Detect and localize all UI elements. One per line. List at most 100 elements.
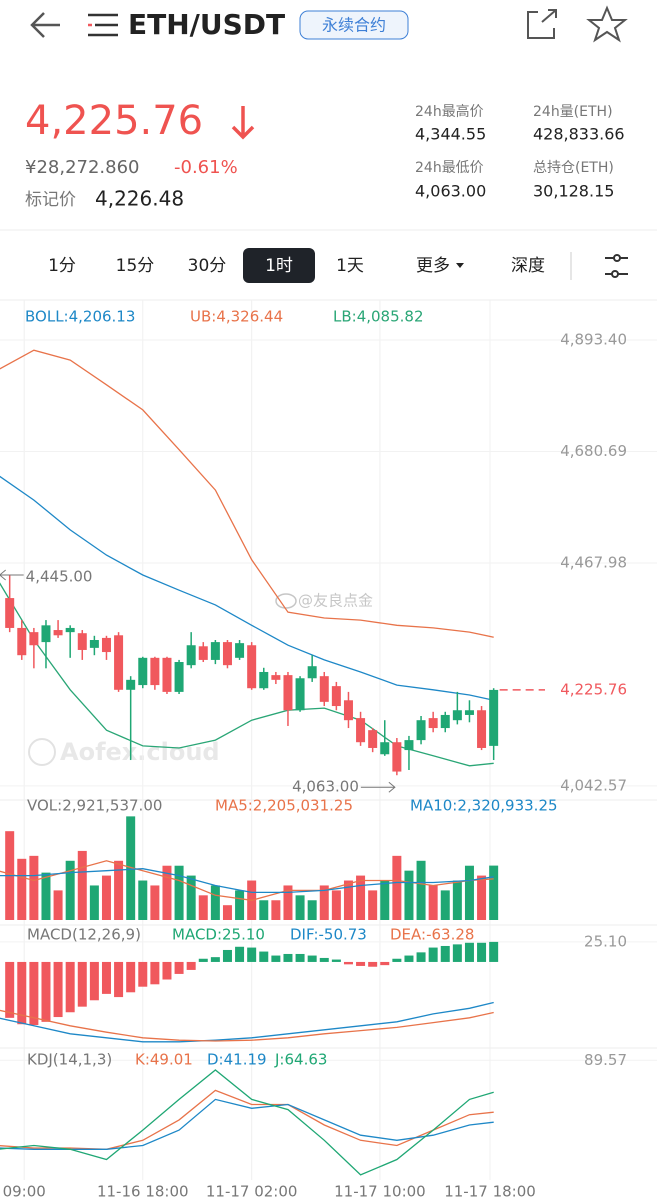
bar: [331, 890, 341, 920]
bar: [368, 961, 378, 967]
tab[interactable]: 15分: [116, 256, 155, 276]
bar: [162, 865, 172, 920]
bar: [210, 957, 220, 962]
back-button[interactable]: [30, 12, 60, 38]
watermark-text: @友良点金: [298, 592, 373, 610]
tab-active-bg: [243, 248, 315, 283]
panel-title: MACD(12,26,9): [27, 926, 141, 944]
menu-icon[interactable]: [88, 13, 118, 37]
dropdown-caret: [456, 263, 464, 268]
candle-body: [17, 627, 27, 656]
annotation: 4,445.00: [26, 568, 93, 586]
indicator-label: MA10:2,320,933.25: [410, 797, 558, 815]
candle-body: [126, 679, 136, 690]
settings-icon-knob: [611, 270, 619, 278]
bar: [77, 850, 87, 920]
mark-price: 4,226.48: [95, 187, 184, 211]
bar: [392, 855, 402, 920]
candle-body: [198, 646, 208, 660]
bar: [89, 961, 99, 1001]
candle-body: [222, 642, 232, 666]
candle-body: [235, 643, 245, 658]
settings-icon[interactable]: [605, 257, 628, 275]
tab[interactable]: 30分: [188, 256, 227, 276]
share-icon[interactable]: [527, 9, 557, 39]
indicator-line: [0, 868, 494, 894]
candle-body: [41, 625, 51, 643]
x-tick-label: 09:00: [3, 1183, 46, 1200]
tab[interactable]: 1天: [336, 256, 364, 276]
bar: [150, 961, 160, 985]
bar: [380, 961, 390, 966]
bar: [65, 961, 75, 1013]
bar: [440, 890, 450, 920]
bar: [174, 865, 184, 920]
candle-body: [53, 630, 63, 636]
tab[interactable]: 更多: [416, 256, 450, 276]
candle-body: [114, 635, 124, 690]
star-icon[interactable]: [586, 5, 628, 43]
bar: [356, 961, 366, 966]
bar: [271, 900, 281, 920]
bar: [29, 961, 39, 1026]
indicator-line: [0, 1089, 494, 1150]
mark-label: 标记价: [25, 190, 76, 210]
tab[interactable]: 深度: [511, 256, 545, 276]
candle-body: [307, 666, 317, 679]
bar: [29, 855, 39, 920]
bar: [174, 961, 184, 974]
candle-body: [259, 671, 269, 689]
candle-body: [343, 700, 353, 721]
bar: [295, 953, 305, 962]
indicator-line: [0, 1001, 494, 1043]
stat-label: 24h量(ETH): [533, 104, 613, 120]
panel-title: KDJ(14,1,3): [27, 1051, 112, 1069]
bar: [283, 885, 293, 920]
bar: [343, 961, 353, 965]
bar: [271, 955, 281, 962]
bar: [489, 865, 499, 920]
y-tick-label: 4,467.98: [560, 553, 627, 571]
indicator-label: MA5:2,205,031.25: [215, 797, 353, 815]
watermark: @友良点金 Aofex.cloud: [28, 592, 373, 766]
bar: [101, 875, 111, 920]
candle-body: [150, 657, 160, 686]
chart-area: 09:00 11-16 18:00 11-17 02:00 11-17 10:00 11…: [0, 300, 657, 1200]
bar: [464, 865, 474, 920]
tab[interactable]: 1时: [265, 256, 293, 276]
candle-body: [489, 689, 499, 746]
last-price-label: 4,225.76: [560, 680, 627, 698]
bar: [126, 816, 136, 920]
x-tick-label: 11-16 18:00: [97, 1183, 189, 1200]
bar: [331, 959, 341, 962]
bar: [186, 961, 196, 970]
indicator-line: [0, 475, 494, 701]
bar: [428, 885, 438, 920]
bar: [222, 949, 232, 962]
bar: [428, 947, 438, 962]
candle-body: [138, 657, 148, 686]
indicator-line: [0, 349, 494, 638]
bar: [247, 947, 257, 962]
indicator-label: J:64.63: [274, 1051, 327, 1069]
bar: [17, 858, 27, 920]
tab[interactable]: 1分: [48, 256, 76, 276]
x-tick-label: 11-17 10:00: [334, 1183, 426, 1200]
bar: [416, 952, 426, 962]
candle-body: [5, 598, 15, 628]
stat-label: 24h最高价: [415, 103, 484, 120]
bar: [356, 875, 366, 920]
bar: [65, 860, 75, 920]
bar: [319, 885, 329, 920]
candle-body: [210, 642, 220, 660]
candle-body: [392, 742, 402, 772]
indicator-label: MACD:25.10: [172, 926, 265, 944]
indicator-line: [0, 1098, 494, 1150]
stat-value: 4,344.55: [415, 125, 486, 144]
bar: [259, 951, 269, 962]
bar: [368, 890, 378, 920]
candle-body: [477, 710, 487, 748]
candle-body: [440, 714, 450, 729]
